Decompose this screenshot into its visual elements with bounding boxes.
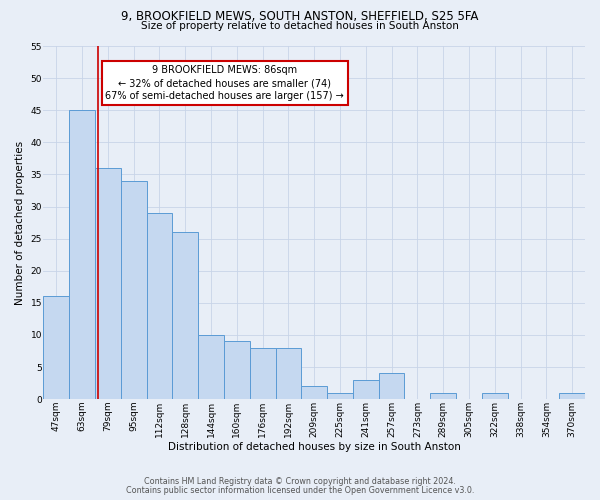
Text: Contains public sector information licensed under the Open Government Licence v3: Contains public sector information licen… [126,486,474,495]
Text: 9 BROOKFIELD MEWS: 86sqm
← 32% of detached houses are smaller (74)
67% of semi-d: 9 BROOKFIELD MEWS: 86sqm ← 32% of detach… [106,65,344,102]
Text: Size of property relative to detached houses in South Anston: Size of property relative to detached ho… [141,21,459,31]
Bar [43,296,69,399]
Bar [430,393,456,399]
Bar [482,393,508,399]
Y-axis label: Number of detached properties: Number of detached properties [15,140,25,304]
Bar [379,374,404,399]
Bar [172,232,198,399]
Bar [146,213,172,399]
Bar [353,380,379,399]
Bar [224,342,250,399]
Bar [301,386,327,399]
Bar [559,393,585,399]
Bar [250,348,275,399]
Bar [121,181,146,399]
Bar [198,335,224,399]
Bar [275,348,301,399]
X-axis label: Distribution of detached houses by size in South Anston: Distribution of detached houses by size … [168,442,461,452]
Bar [327,393,353,399]
Bar [69,110,95,399]
Text: Contains HM Land Registry data © Crown copyright and database right 2024.: Contains HM Land Registry data © Crown c… [144,477,456,486]
Text: 9, BROOKFIELD MEWS, SOUTH ANSTON, SHEFFIELD, S25 5FA: 9, BROOKFIELD MEWS, SOUTH ANSTON, SHEFFI… [121,10,479,23]
Bar [95,168,121,399]
